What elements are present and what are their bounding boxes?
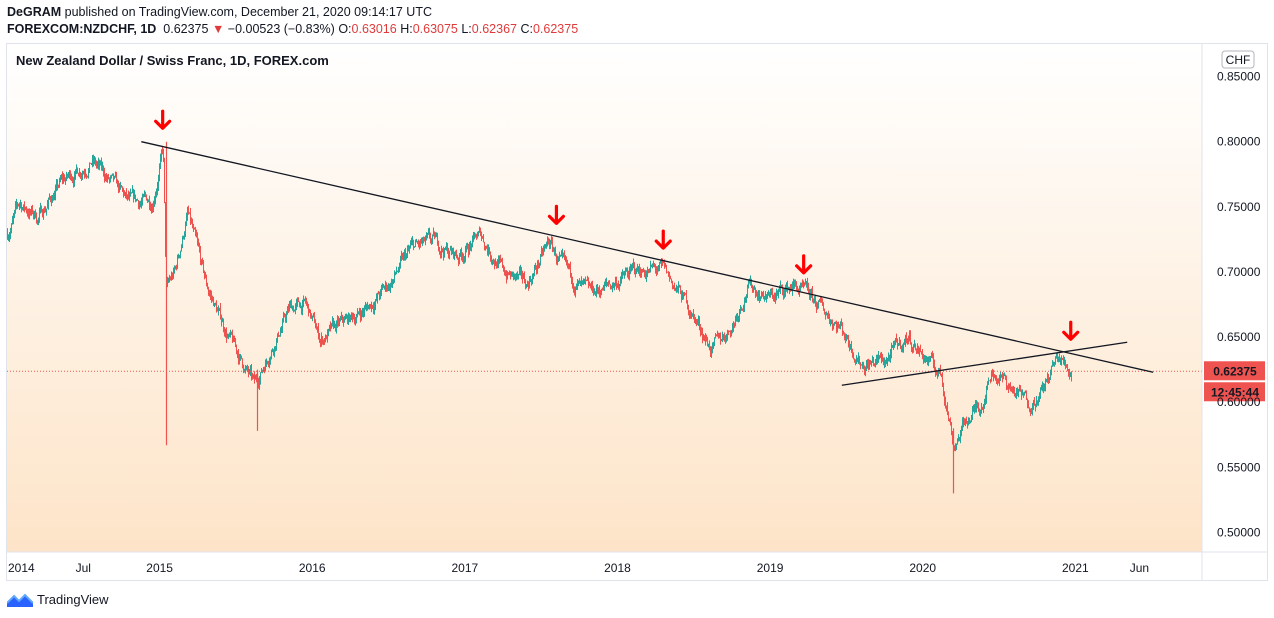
x-tick-label: 2017 (452, 561, 479, 575)
tradingview-logo-icon[interactable] (7, 593, 33, 607)
chart-area[interactable]: 0.62375 12:45:44 0.85000 0.80000 0.75000 0.7… (6, 43, 1268, 581)
x-tick-label: Jun (1130, 561, 1149, 575)
publish-info: DeGRAM published on TradingView.com, Dec… (7, 4, 578, 21)
down-arrow-icon (795, 254, 813, 275)
x-tick-label: 2020 (909, 561, 936, 575)
countdown-badge (1204, 382, 1265, 402)
price-change: −0.00523 (−0.83%) (227, 22, 335, 36)
x-tick-label: 2018 (604, 561, 631, 575)
chart-canvas[interactable]: 0.62375 12:45:44 0.85000 0.80000 0.75000 0.7… (7, 44, 1267, 580)
x-tick-label: 2021 (1062, 561, 1089, 575)
down-arrow-icon (154, 109, 172, 130)
y-tick-label: 0.65000 (1217, 330, 1261, 344)
down-arrow-icon (547, 204, 566, 225)
publisher-name[interactable]: DeGRAM (7, 5, 62, 19)
x-tick-label: 2016 (299, 561, 326, 575)
last-price: 0.62375 (163, 22, 209, 36)
close-label: C: (520, 22, 533, 36)
y-tick-label: 0.50000 (1217, 525, 1261, 539)
y-tick-label: 0.60000 (1217, 395, 1261, 409)
x-tick-label: Jul (76, 561, 91, 575)
y-tick-label: 0.80000 (1217, 135, 1261, 149)
last-price-label: 0.62375 (1213, 364, 1257, 378)
chart-header: DeGRAM published on TradingView.com, Dec… (7, 4, 578, 38)
close-value: 0.62375 (532, 22, 579, 36)
countdown-label: 12:45:44 (1211, 385, 1259, 399)
y-tick-label: 0.55000 (1217, 460, 1261, 474)
support-trendline (841, 341, 1128, 386)
ohlc-info: FOREXCOM:NZDCHF, 1D 0.62375 ▼ −0.00523 (… (7, 21, 578, 38)
open-value: 0.63016 (351, 22, 397, 36)
y-tick-label: 0.70000 (1217, 265, 1261, 279)
high-label: H: (400, 22, 413, 36)
candles-layer (7, 141, 1072, 494)
published-text: published on TradingView.com, December 2… (61, 5, 432, 19)
currency-badge (1221, 50, 1255, 69)
down-arrow-icon (1062, 320, 1080, 341)
x-tick-label: 2015 (146, 561, 173, 575)
currency-label: CHF (1226, 53, 1251, 67)
y-tick-label: 0.75000 (1217, 200, 1261, 214)
last-price-badge (1204, 361, 1265, 381)
y-tick-label: 0.85000 (1217, 70, 1261, 84)
down-triangle-icon: ▼ (211, 22, 225, 36)
low-value: 0.62367 (471, 22, 517, 36)
down-arrow-icon (654, 229, 672, 250)
open-label: O: (338, 22, 352, 36)
resistance-trendline (141, 141, 1154, 373)
x-tick-label: 2019 (757, 561, 784, 575)
chart-title: New Zealand Dollar / Swiss Franc, 1D, FO… (16, 53, 329, 68)
plot-background (7, 44, 1202, 552)
footer: TradingView (7, 592, 109, 607)
footer-brand[interactable]: TradingView (37, 592, 109, 607)
x-tick-label: 2014 (8, 561, 35, 575)
low-label: L: (461, 22, 472, 36)
high-value: 0.63075 (412, 22, 458, 36)
symbol-label[interactable]: FOREXCOM:NZDCHF, 1D (7, 22, 157, 36)
